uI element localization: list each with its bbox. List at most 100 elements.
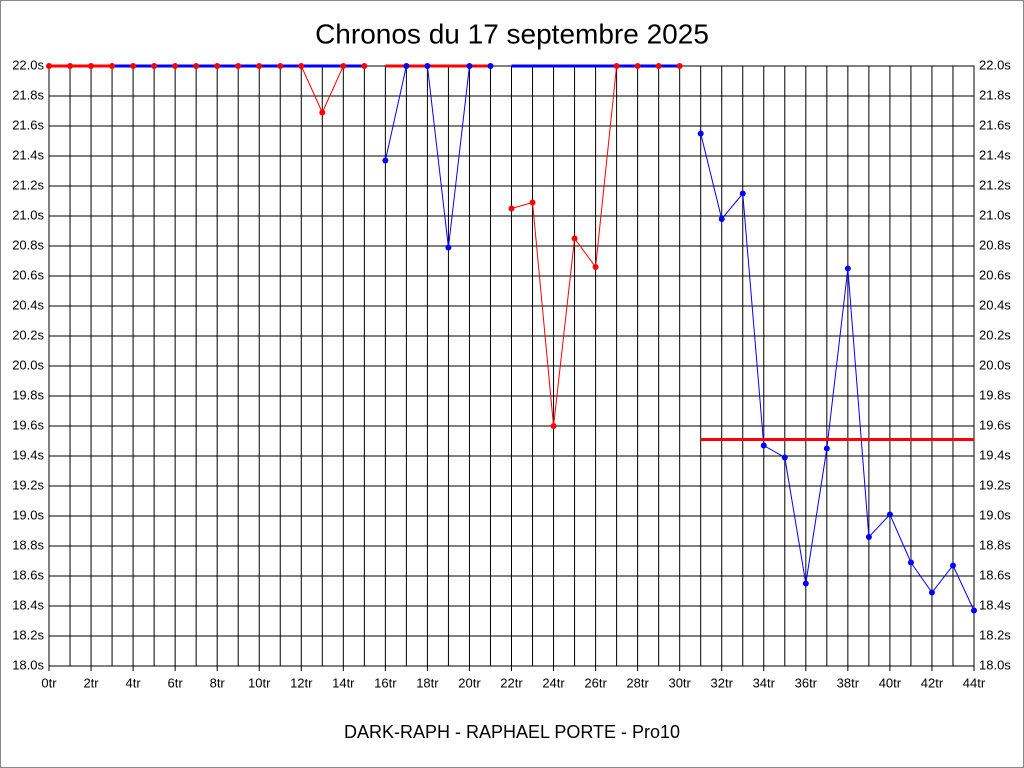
point (550, 423, 557, 429)
y2-tick-label: 18.8s (979, 537, 1011, 552)
y2-tick-label: 19.2s (979, 477, 1011, 492)
x-tick-label: 22tr (500, 675, 523, 690)
x-tick-label: 32tr (711, 675, 734, 690)
point (865, 534, 872, 540)
x-tick-label: 44tr (963, 675, 986, 690)
y-tick-label: 18.6s (12, 567, 44, 582)
point (424, 63, 431, 69)
point (403, 63, 410, 69)
point (697, 130, 704, 137)
y-tick-label: 20.2s (12, 327, 44, 342)
y2-tick-label: 21.6s (979, 117, 1011, 132)
point (382, 157, 389, 164)
y-tick-label: 21.4s (12, 147, 44, 162)
point (235, 63, 242, 69)
point (676, 63, 683, 69)
x-tick-label: 36tr (795, 675, 818, 690)
y2-tick-label: 19.8s (979, 387, 1011, 402)
x-tick-label: 16tr (374, 675, 397, 690)
y2-tick-label: 18.6s (979, 567, 1011, 582)
point (718, 216, 725, 222)
y-tick-label: 18.2s (12, 627, 44, 642)
point (487, 63, 494, 69)
y-tick-label: 19.0s (12, 507, 44, 522)
y-tick-label: 19.2s (12, 477, 44, 492)
y-tick-label: 18.4s (12, 597, 44, 612)
point (634, 63, 641, 69)
x-tick-label: 30tr (668, 675, 691, 690)
point (508, 205, 515, 212)
y-tick-label: 22.0s (12, 57, 44, 72)
point (739, 190, 746, 197)
y2-tick-label: 21.4s (979, 147, 1011, 162)
point (277, 63, 284, 69)
y2-tick-label: 21.0s (979, 207, 1011, 222)
y2-tick-label: 19.4s (979, 447, 1011, 462)
point (907, 559, 914, 566)
x-axis-title: DARK-RAPH - RAPHAEL PORTE - Pro10 (344, 722, 680, 742)
point (298, 63, 305, 69)
point (928, 589, 935, 596)
y-tick-label: 21.2s (12, 177, 44, 192)
point (172, 63, 179, 69)
x-tick-label: 28tr (626, 675, 649, 690)
y-tick-label: 19.4s (12, 447, 44, 462)
point (361, 63, 368, 69)
y-tick-label: 21.8s (12, 87, 44, 102)
point (340, 63, 347, 69)
point (319, 109, 326, 116)
y2-tick-label: 22.0s (979, 57, 1011, 72)
x-tick-label: 18tr (416, 675, 439, 690)
x-tick-label: 24tr (542, 675, 565, 690)
point (844, 265, 851, 272)
point (949, 562, 956, 569)
point (971, 607, 977, 614)
point (886, 511, 893, 518)
point (193, 63, 200, 69)
y2-tick-label: 20.4s (979, 297, 1011, 312)
x-tick-label: 20tr (458, 675, 481, 690)
y2-tick-label: 20.0s (979, 357, 1011, 372)
x-tick-label: 0tr (41, 675, 57, 690)
point (130, 63, 137, 69)
y-tick-label: 20.6s (12, 267, 44, 282)
point (655, 63, 662, 69)
y2-tick-label: 18.0s (979, 657, 1011, 672)
y2-tick-label: 19.0s (979, 507, 1011, 522)
x-tick-label: 2tr (83, 675, 99, 690)
point (445, 244, 452, 251)
x-tick-label: 34tr (753, 675, 776, 690)
point (529, 199, 536, 206)
chart-title: Chronos du 17 septembre 2025 (315, 18, 709, 49)
x-tick-label: 38tr (837, 675, 860, 690)
point (256, 63, 263, 69)
point (802, 580, 809, 587)
x-tick-label: 6tr (168, 675, 184, 690)
y-tick-label: 21.6s (12, 117, 44, 132)
x-tick-label: 10tr (248, 675, 271, 690)
point (67, 63, 74, 69)
point (109, 63, 116, 69)
y-tick-label: 19.6s (12, 417, 44, 432)
point (571, 235, 578, 242)
y-tick-label: 18.8s (12, 537, 44, 552)
x-tick-label: 4tr (126, 675, 142, 690)
point (88, 63, 95, 69)
point (214, 63, 221, 69)
y-tick-label: 20.8s (12, 237, 44, 252)
x-tick-label: 40tr (879, 675, 902, 690)
y2-tick-label: 20.8s (979, 237, 1011, 252)
y-tick-label: 20.4s (12, 297, 44, 312)
point (46, 63, 52, 69)
y2-tick-label: 20.2s (979, 327, 1011, 342)
point (592, 264, 599, 270)
point (781, 454, 788, 461)
y2-tick-label: 18.2s (979, 627, 1011, 642)
y-tick-label: 21.0s (12, 207, 44, 222)
y2-tick-label: 21.8s (979, 87, 1011, 102)
point (151, 63, 158, 69)
y-tick-label: 18.0s (12, 657, 44, 672)
y-tick-label: 20.0s (12, 357, 44, 372)
